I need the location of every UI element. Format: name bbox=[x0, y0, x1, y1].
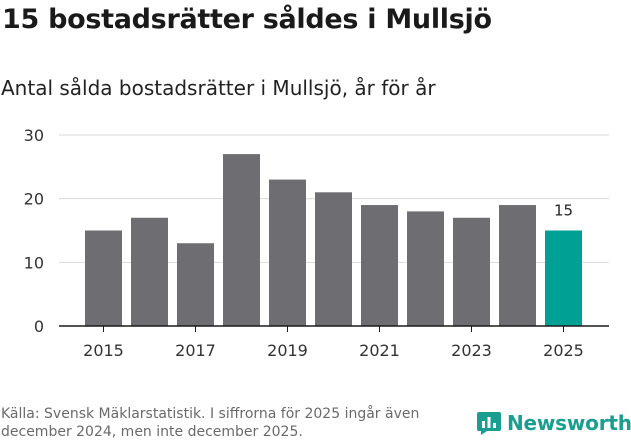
x-tick-label-2019: 2019 bbox=[267, 341, 308, 360]
chart-subtitle: Antal sålda bostadsrätter i Mullsjö, år … bbox=[1, 76, 436, 100]
y-tick-label-30: 30 bbox=[24, 126, 44, 145]
source-note: Källa: Svensk Mäklarstatistik. I siffror… bbox=[1, 406, 420, 440]
x-tick-label-2023: 2023 bbox=[451, 341, 492, 360]
newsworthy-chat-icon bbox=[477, 412, 501, 435]
bar-2015 bbox=[85, 230, 122, 326]
bar-2023 bbox=[453, 217, 490, 326]
bar-2018 bbox=[223, 154, 260, 326]
newsworthy-logo: Newsworthy bbox=[476, 409, 631, 437]
bar-chart: 0 10 20 30 2015 2017 2019 2021 2023 2025 15 bbox=[24, 126, 609, 360]
bar-2022 bbox=[407, 211, 444, 326]
logo-text: Newsworthy bbox=[507, 411, 631, 435]
x-tick-label-2017: 2017 bbox=[175, 341, 216, 360]
bar-2025 bbox=[545, 230, 582, 326]
x-tick-label-2025: 2025 bbox=[543, 341, 584, 360]
bar-2024 bbox=[499, 205, 536, 326]
chart-title: 15 bostadsrätter såldes i Mullsjö bbox=[2, 4, 492, 35]
data-label-2025: 15 bbox=[554, 202, 573, 220]
bar-2019 bbox=[269, 179, 306, 326]
bar-2021 bbox=[361, 205, 398, 326]
y-tick-label-0: 0 bbox=[34, 317, 44, 336]
bar-2017 bbox=[177, 243, 214, 326]
y-tick-label-20: 20 bbox=[24, 190, 44, 209]
x-tick-label-2021: 2021 bbox=[359, 341, 400, 360]
bar-2016 bbox=[131, 217, 168, 326]
y-tick-label-10: 10 bbox=[24, 253, 44, 272]
bar-2020 bbox=[315, 192, 352, 326]
x-tick-label-2015: 2015 bbox=[83, 341, 124, 360]
